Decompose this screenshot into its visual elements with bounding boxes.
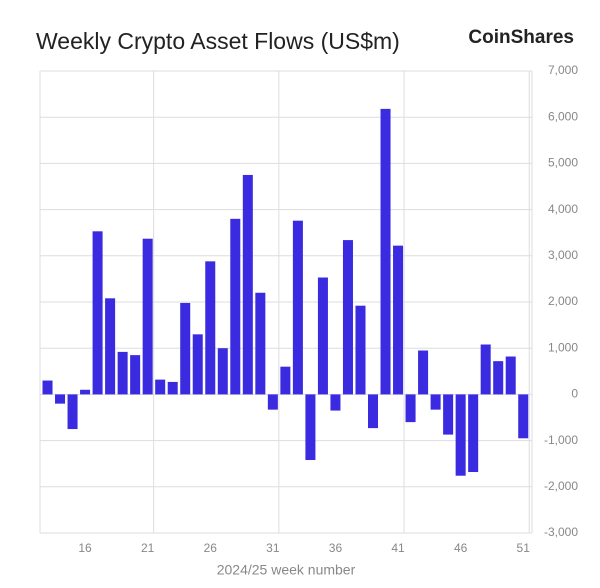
- bar: [305, 394, 316, 461]
- x-tick-label: 16: [78, 541, 92, 555]
- x-tick-label: 26: [204, 541, 218, 555]
- bar: [80, 389, 91, 395]
- bar: [418, 350, 429, 395]
- y-tick-label: 3,000: [548, 248, 578, 262]
- bar: [242, 174, 253, 395]
- y-tick-label: -1,000: [544, 433, 578, 447]
- bar: [105, 298, 116, 395]
- bar: [480, 344, 491, 395]
- bar: [280, 366, 291, 395]
- brand-logo: CoinShares: [468, 27, 574, 48]
- bar: [443, 394, 454, 435]
- bar: [42, 380, 53, 395]
- bar: [493, 361, 504, 395]
- bar: [292, 220, 303, 395]
- y-tick-label: 6,000: [548, 109, 578, 123]
- y-tick-label: 0: [571, 387, 578, 401]
- y-tick-label: -3,000: [544, 525, 578, 539]
- bar: [180, 302, 191, 395]
- bar: [230, 218, 241, 395]
- bar: [255, 292, 266, 395]
- bar: [217, 348, 228, 395]
- bar: [393, 245, 404, 395]
- bar: [92, 231, 103, 395]
- bar: [330, 394, 341, 411]
- bar: [192, 334, 203, 395]
- bar: [67, 394, 78, 430]
- bar: [342, 240, 353, 395]
- chart-title: Weekly Crypto Asset Flows (US$m): [36, 28, 400, 54]
- y-tick-label: 7,000: [548, 63, 578, 77]
- x-tick-label: 41: [391, 541, 405, 555]
- bar: [130, 355, 141, 395]
- bar: [518, 394, 529, 439]
- bar: [505, 356, 516, 395]
- bar: [368, 394, 379, 429]
- bar: [468, 394, 479, 473]
- bar: [142, 238, 153, 395]
- bar: [167, 381, 178, 395]
- bar: [317, 277, 328, 395]
- x-axis-label: 2024/25 week number: [217, 562, 356, 578]
- bar: [405, 394, 416, 423]
- bar: [205, 261, 216, 395]
- y-tick-label: -2,000: [544, 479, 578, 493]
- bar: [455, 394, 466, 476]
- y-tick-label: 4,000: [548, 202, 578, 216]
- bar: [355, 305, 366, 395]
- y-tick-label: 2,000: [548, 294, 578, 308]
- bar: [55, 394, 66, 404]
- bar: [430, 394, 441, 410]
- x-tick-label: 51: [517, 541, 531, 555]
- x-tick-label: 36: [329, 541, 343, 555]
- y-tick-label: 5,000: [548, 156, 578, 170]
- x-tick-label: 31: [266, 541, 280, 555]
- x-tick-label: 46: [454, 541, 468, 555]
- x-tick-label: 21: [141, 541, 155, 555]
- bar: [380, 108, 391, 395]
- y-tick-label: 1,000: [548, 340, 578, 354]
- bar: [117, 351, 128, 395]
- bar: [267, 394, 278, 410]
- bar: [155, 379, 166, 395]
